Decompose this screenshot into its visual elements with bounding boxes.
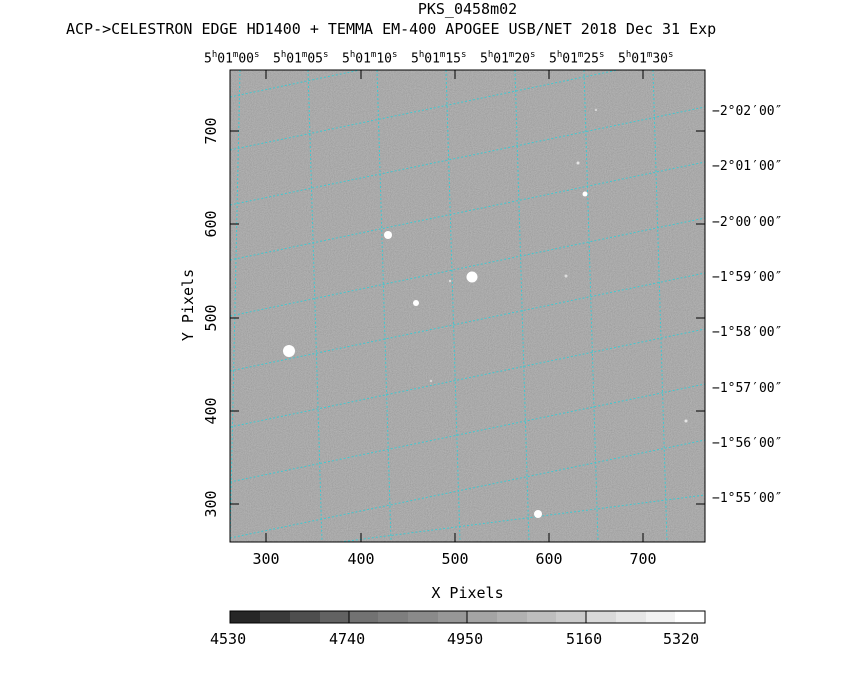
star — [582, 191, 588, 197]
colorbar-label: 4950 — [447, 630, 484, 648]
star — [466, 271, 478, 283]
dec-grid-line — [230, 272, 705, 372]
dec-grid-line — [230, 70, 621, 151]
x-tick-label: 300 — [252, 550, 280, 568]
x-axis-label: X Pixels — [431, 584, 504, 602]
coordinate-grid — [230, 70, 705, 542]
x-tick-label: 600 — [535, 550, 563, 568]
plot-frame — [229, 69, 706, 543]
star — [448, 279, 452, 283]
ra-label-0: 5h01m00s — [204, 50, 260, 67]
ra-grid-line — [514, 70, 530, 542]
star — [534, 510, 542, 518]
axis-ticks — [230, 70, 705, 542]
y-tick-label: 400 — [202, 397, 220, 425]
ra-label-5: 5h01m25s — [549, 50, 605, 67]
colorbar-label: 4530 — [210, 630, 247, 648]
y-tick-label: 300 — [202, 490, 220, 518]
y-tick-label: 600 — [202, 210, 220, 238]
dec-label-6: −1°56′00″ — [712, 436, 783, 451]
dec-label-4: −1°58′00″ — [712, 325, 783, 340]
star — [384, 231, 392, 239]
ra-grid-line — [652, 70, 668, 542]
ra-grid-line — [376, 70, 392, 542]
dec-grid-line — [230, 217, 705, 317]
star — [564, 274, 568, 278]
dec-label-5: −1°57′00″ — [712, 381, 783, 396]
sky-image — [230, 70, 705, 542]
ra-grid-line — [230, 70, 241, 542]
x-tick-label: 400 — [347, 550, 375, 568]
image-title: PKS_0458m02 — [417, 0, 518, 18]
dec-grid-line — [230, 161, 705, 261]
colorbar-label: 5320 — [663, 630, 700, 648]
colorbar-label: 4740 — [329, 630, 366, 648]
dec-label-7: −1°55′00″ — [712, 491, 783, 506]
ra-grid-line — [583, 70, 599, 542]
y-tick-label: 500 — [202, 304, 220, 332]
dec-grid-line — [230, 439, 705, 539]
dec-grid-line — [339, 494, 705, 542]
observation-info: ACP->CELESTRON EDGE HD1400 + TEMMA EM-40… — [66, 20, 717, 38]
ra-grid-line — [445, 70, 461, 542]
ra-label-2: 5h01m10s — [342, 50, 398, 67]
colorbar — [229, 610, 706, 624]
ra-grid-line — [307, 70, 323, 542]
star — [684, 419, 688, 423]
dec-grid-line — [230, 383, 705, 483]
dec-grid-line — [230, 328, 705, 428]
dec-label-3: −1°59′00″ — [712, 270, 783, 285]
dec-label-0: −2°02′00″ — [712, 104, 783, 119]
ra-label-6: 5h01m30s — [618, 50, 674, 67]
y-tick-label: 700 — [202, 117, 220, 145]
dec-grid-line — [230, 106, 705, 206]
star — [594, 108, 598, 112]
stars — [283, 108, 688, 518]
star — [576, 161, 580, 165]
ra-label-3: 5h01m15s — [411, 50, 467, 67]
dec-label-1: −2°01′00″ — [712, 159, 783, 174]
star — [413, 300, 419, 306]
dec-label-2: −2°00′00″ — [712, 215, 783, 230]
ra-label-4: 5h01m20s — [480, 50, 536, 67]
x-tick-label: 700 — [629, 550, 657, 568]
ra-label-1: 5h01m05s — [273, 50, 329, 67]
star — [429, 379, 433, 383]
y-axis-label: Y Pixels — [179, 268, 197, 342]
x-tick-label: 500 — [441, 550, 469, 568]
colorbar-label: 5160 — [566, 630, 603, 648]
star — [283, 345, 295, 357]
